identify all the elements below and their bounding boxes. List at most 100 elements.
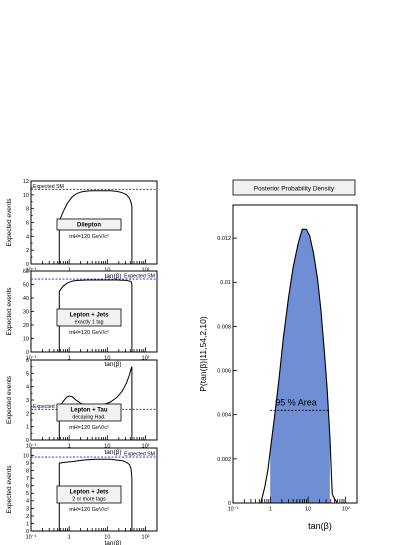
channel-label: 2 or more tags [72, 497, 106, 503]
posterior-panel: Posterior Probability Density 0 0.002 0.004… [198, 179, 358, 531]
y-tick-label: 7 [26, 476, 29, 482]
expected-events-curve [58, 190, 133, 264]
channel-label: Lepton + Jets [70, 490, 110, 496]
channel-label-box [56, 218, 122, 231]
y-tick-label: 0.004 [217, 413, 231, 419]
y-axis-title: Expected events [6, 198, 13, 247]
y-tick-label: 0 [228, 501, 231, 507]
expected-events-curve [58, 458, 133, 531]
y-tick-label: 1 [26, 521, 29, 527]
channel-label: Lepton + Jets [70, 313, 110, 319]
y-tick-label: 0.008 [217, 324, 231, 330]
mass-label: mH=120 GeV/c² [69, 330, 109, 336]
y-tick-label: 0 [26, 350, 29, 356]
channel-label-box [56, 403, 122, 422]
y-tick-label: 2 [26, 248, 29, 254]
plot-frame [30, 447, 158, 532]
y-tick-label: 10 [23, 453, 29, 459]
x-tick-label: 10 [104, 535, 110, 541]
y-tick-label: 0 [26, 262, 29, 268]
x-tick-label: 1 [68, 356, 71, 362]
y-tick-label: 5 [26, 491, 29, 497]
y-tick-label: 10 [23, 336, 29, 342]
y-tick-label: 0.01 [220, 280, 231, 286]
x-tick-label: 10² [342, 507, 350, 513]
x-tick-label: 10⁻¹ [228, 507, 239, 513]
x-tick-label: 10² [142, 444, 150, 450]
y-tick-label: 40 [23, 296, 29, 302]
mass-label: mH=120 GeV/c² [69, 507, 109, 513]
y-tick-label: 0 [26, 438, 29, 444]
expected-sm-label: Expected SM [33, 184, 64, 190]
y-tick-label: 50 [23, 282, 29, 288]
x-tick-label: 10 [104, 356, 110, 362]
y-tick-label: 0 [26, 529, 29, 535]
x-axis-title: tan(β) [104, 449, 121, 456]
y-tick-label: 8 [26, 207, 29, 213]
y-tick-label: 9 [26, 461, 29, 467]
x-tick-label: 10 [305, 507, 311, 513]
x-axis-title: tan(β) [104, 540, 121, 545]
y-tick-label: 20 [23, 323, 29, 329]
x-axis-title: tan(β) [104, 361, 121, 368]
x-axis-title: tan(β) [308, 521, 332, 531]
x-tick-label: 1 [68, 444, 71, 450]
posterior-title: Posterior Probability Density [254, 186, 335, 193]
posterior-title-box [232, 179, 356, 196]
posterior-curve [260, 228, 338, 504]
y-tick-label: 6 [26, 358, 29, 364]
y-tick-label: 4 [26, 234, 29, 240]
channel-label: Dilepton [77, 223, 101, 229]
x-axis-title: tan(β) [104, 273, 121, 280]
y-tick-label: 3 [26, 398, 29, 404]
channel-label-box [56, 308, 122, 327]
y-tick-label: 2 [26, 411, 29, 417]
y-axis-title: P(tan(β)|11,54,2,10) [198, 316, 208, 392]
y-tick-label: 5 [26, 371, 29, 377]
x-tick-label: 10 [104, 444, 110, 450]
y-tick-label: 4 [26, 499, 29, 505]
y-tick-label: 6 [26, 484, 29, 490]
y-axis-title: Expected events [6, 375, 13, 424]
channel-label: exactly 1 tag [74, 320, 103, 326]
plot-frame [232, 204, 358, 504]
expected-sm-label: Expected SM [124, 274, 155, 280]
x-tick-label: 10² [142, 535, 150, 541]
channel-label-box [56, 485, 122, 504]
y-tick-label: 0.006 [217, 368, 231, 374]
x-tick-label: 1 [269, 507, 272, 513]
y-axis-title: Expected events [6, 465, 13, 514]
panel-2: 0 10 20 30 40 50 60 10⁻¹ 1 10 10² Expected SM Lepton… [6, 269, 158, 368]
y-tick-label: 0.012 [217, 236, 231, 242]
expected-events-curve [58, 279, 133, 352]
expected-sm-label: Expected SM [33, 404, 64, 410]
credible-region [270, 229, 330, 504]
y-tick-label: 1 [26, 425, 29, 431]
expected-sm-label: Expected SM [124, 452, 155, 458]
x-tick-label: 10⁻¹ [26, 356, 37, 362]
y-tick-label: 10 [23, 193, 29, 199]
credible-label: 95 % Area [275, 397, 317, 407]
y-tick-label: 4 [26, 385, 29, 391]
x-tick-label: 10⁻¹ [26, 535, 37, 541]
y-tick-label: 0.002 [217, 457, 231, 463]
y-tick-label: 2 [26, 514, 29, 520]
x-tick-label: 10² [142, 356, 150, 362]
mass-label: mH=120 GeV/c² [69, 234, 109, 240]
y-tick-label: 12 [23, 179, 29, 185]
y-tick-label: 60 [23, 269, 29, 275]
y-tick-label: 30 [23, 309, 29, 315]
y-tick-label: 6 [26, 220, 29, 226]
channel-label: decaying Had. [72, 415, 105, 421]
x-tick-label: 1 [68, 535, 71, 541]
x-tick-label: 10⁻¹ [26, 444, 37, 450]
mass-label: mH=120 GeV/c² [69, 425, 109, 431]
y-tick-label: 8 [26, 469, 29, 475]
channel-label: Lepton + Tau [70, 408, 107, 414]
y-tick-label: 3 [26, 506, 29, 512]
y-axis-title: Expected events [6, 287, 13, 336]
